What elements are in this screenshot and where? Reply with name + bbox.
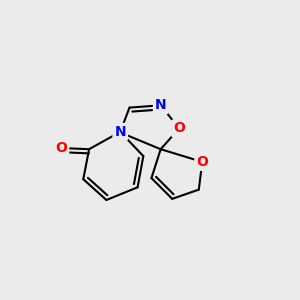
Text: O: O (56, 141, 67, 155)
Text: N: N (155, 98, 167, 112)
Text: N: N (114, 125, 126, 139)
Text: O: O (173, 122, 185, 135)
Text: O: O (196, 155, 208, 169)
